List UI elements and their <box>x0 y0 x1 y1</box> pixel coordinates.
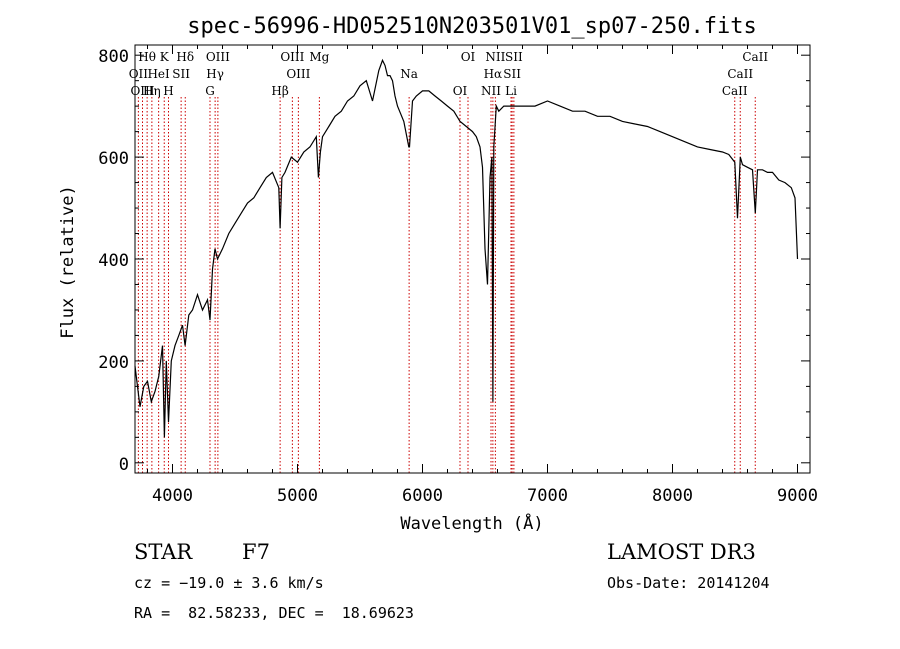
y-tick-label: 800 <box>98 47 129 67</box>
redshift-velocity: cz = −19.0 ± 3.6 km/s <box>134 574 324 592</box>
axes: 4000 5000 6000 7000 8000 9000 0 200 400 600 800 <box>98 44 818 506</box>
spectrum-line <box>134 58 799 438</box>
line-label: OIII <box>206 50 230 64</box>
line-label: Hη <box>143 84 161 98</box>
line-label: NII <box>481 84 501 98</box>
line-label: CaII <box>727 67 753 81</box>
sky-coordinates: RA = 82.58233, DEC = 18.69623 <box>134 604 414 622</box>
spectral-line-markers <box>137 97 756 473</box>
x-axis-label: Wavelength (Å) <box>400 512 543 534</box>
y-tick-label: 200 <box>98 353 129 373</box>
observation-date: Obs-Date: 20141204 <box>607 574 770 592</box>
spectral-line-labels: Hθ OII OIII K HeI Hη Hδ SII H OIII Hγ G OIII OIII Hβ Mg… <box>129 50 769 98</box>
line-label: OII <box>129 67 149 81</box>
line-label: Hθ <box>138 50 156 64</box>
y-tick-label: 400 <box>98 251 129 271</box>
line-label: NII <box>485 50 505 64</box>
line-label: Hβ <box>271 84 288 98</box>
y-tick-label: 600 <box>98 149 129 169</box>
x-tick-label: 7000 <box>527 486 568 506</box>
line-label: CaII <box>722 84 748 98</box>
line-label: OIII <box>280 50 304 64</box>
line-label: OIII <box>286 67 310 81</box>
line-label: SII <box>505 50 523 64</box>
line-label: CaII <box>742 50 768 64</box>
line-label: OI <box>453 84 468 98</box>
line-label: G <box>205 84 215 98</box>
line-label: HeI <box>147 67 170 81</box>
line-label: K <box>160 50 170 64</box>
line-label: OIII <box>130 84 154 98</box>
survey-label: LAMOST DR3 <box>607 540 756 564</box>
x-tick-label: 6000 <box>402 486 443 506</box>
x-tick-label: 5000 <box>277 486 318 506</box>
object-type: STAR <box>134 540 193 564</box>
line-label: SII <box>172 67 190 81</box>
line-label: Hα <box>484 67 503 81</box>
y-axis-label: Flux (relative) <box>58 185 78 339</box>
line-label: SII <box>503 67 521 81</box>
line-label: Mg <box>309 50 329 64</box>
plot-frame <box>134 44 811 474</box>
x-tick-label: 8000 <box>652 486 693 506</box>
x-tick-label: 4000 <box>152 486 193 506</box>
line-label: Hδ <box>176 50 194 64</box>
chart-title: spec-56996-HD052510N203501V01_sp07-250.f… <box>187 14 757 39</box>
spectral-subclass: F7 <box>242 540 270 564</box>
line-label: Li <box>505 84 517 98</box>
y-tick-label: 0 <box>119 455 129 475</box>
line-label: H <box>163 84 173 98</box>
line-label: Na <box>400 67 418 81</box>
x-tick-label: 9000 <box>777 486 818 506</box>
series-layer <box>134 58 799 438</box>
line-label: Hγ <box>206 67 224 81</box>
line-label: OI <box>461 50 476 64</box>
